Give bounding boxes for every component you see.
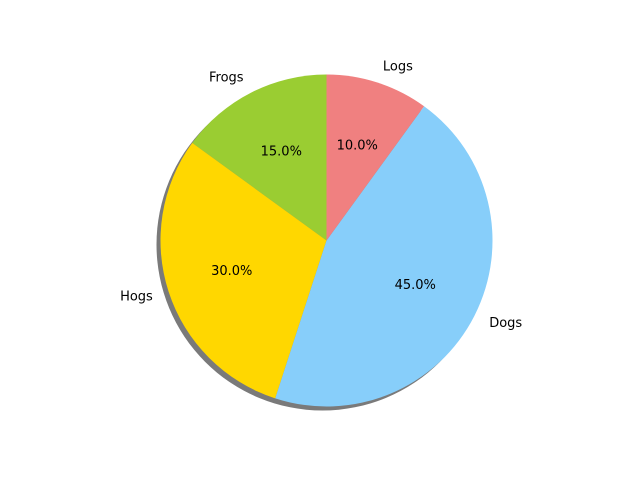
slice-percent-dogs: 45.0% [395,278,436,293]
slice-label-logs: Logs [383,59,413,74]
pie-slice-logs [326,74,425,241]
slice-percent-frogs: 15.0% [261,144,302,159]
pie-labels: Frogs 15.0% Hogs 30.0% Dogs 45.0% Logs 10.0% [120,59,522,331]
slice-label-hogs: Hogs [120,289,153,304]
pie-slice-hogs [160,142,327,399]
pie-slices [160,74,493,407]
slice-label-dogs: Dogs [489,316,522,331]
pie-slice-frogs [192,74,327,241]
slice-label-frogs: Frogs [209,70,244,85]
slice-percent-logs: 10.0% [337,138,378,153]
pie-slice-dogs [275,106,493,407]
slice-percent-hogs: 30.0% [211,264,252,279]
